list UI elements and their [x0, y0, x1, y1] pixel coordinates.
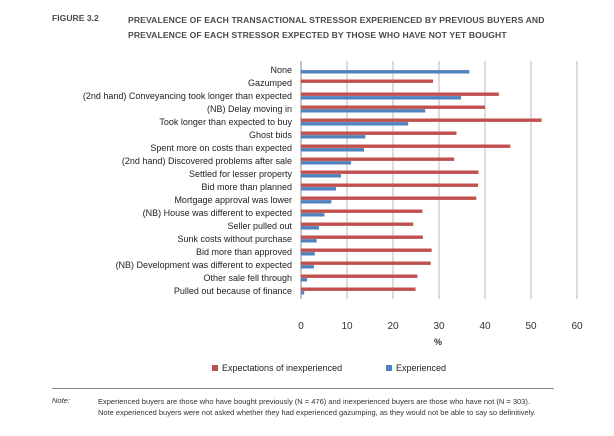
bar-inexperienced	[301, 287, 416, 291]
bar-experienced	[301, 174, 342, 178]
bar-inexperienced	[301, 92, 499, 96]
note-label: Note:	[52, 396, 70, 405]
category-label: Pulled out because of finance	[174, 286, 292, 296]
legend-swatch	[386, 365, 392, 371]
bar-experienced	[301, 109, 426, 113]
bar-inexperienced	[301, 235, 423, 239]
category-label: Other sale fell through	[203, 273, 292, 283]
bar-experienced	[301, 200, 332, 204]
bar-experienced	[301, 122, 409, 126]
bar-experienced	[301, 135, 366, 139]
bar-inexperienced	[301, 144, 511, 148]
x-tick-label: 60	[571, 321, 583, 332]
bar-inexperienced	[301, 261, 431, 265]
bar-chart: 0 10 20 30 40 50 60% None Gazumped (2nd hand) Con…	[83, 61, 583, 373]
x-tick-label: 30	[433, 321, 445, 332]
bar-inexperienced	[301, 170, 479, 174]
bar-experienced	[301, 278, 307, 282]
category-label: Ghost bids	[249, 130, 293, 140]
bar-experienced	[301, 213, 325, 217]
category-label: Spent more on costs than expected	[150, 143, 292, 153]
category-label: Seller pulled out	[227, 221, 292, 231]
category-label: (NB) House was different to expected	[143, 208, 292, 218]
x-axis-label: %	[434, 337, 442, 347]
bar-experienced	[301, 161, 352, 165]
x-tick-label: 50	[525, 321, 537, 332]
bar-inexperienced	[301, 274, 418, 278]
bar-experienced	[301, 148, 365, 152]
figure-label: FIGURE 3.2	[52, 13, 99, 23]
bar-inexperienced	[301, 157, 455, 161]
note-divider	[52, 388, 554, 389]
bar-experienced	[301, 291, 305, 295]
bar-experienced	[301, 226, 319, 230]
category-label: Sunk costs without purchase	[177, 234, 292, 244]
category-label: Bid more than planned	[201, 182, 292, 192]
bar-experienced	[301, 70, 470, 74]
category-label: Gazumped	[248, 78, 292, 88]
bar-inexperienced	[301, 79, 434, 83]
bar-inexperienced	[301, 222, 414, 226]
legend-swatch	[212, 365, 218, 371]
bar-inexperienced	[301, 183, 479, 187]
legend-label: Experienced	[396, 363, 446, 373]
bar-inexperienced	[301, 209, 423, 213]
category-label: (NB) Development was different to expect…	[116, 260, 292, 270]
legend-label: Expectations of inexperienced	[222, 363, 342, 373]
bar-experienced	[301, 187, 336, 191]
x-tick-label: 0	[298, 321, 304, 332]
category-label: Bid more than approved	[196, 247, 292, 257]
bar-inexperienced	[301, 196, 477, 200]
chart-title: PREVALENCE OF EACH TRANSACTIONAL STRESSO…	[128, 15, 545, 40]
bar-inexperienced	[301, 118, 542, 122]
x-tick-label: 10	[341, 321, 353, 332]
bar-inexperienced	[301, 131, 457, 135]
x-tick-label: 40	[479, 321, 491, 332]
bar-inexperienced	[301, 248, 432, 252]
bar-experienced	[301, 239, 317, 243]
note-text: Experienced buyers are those who have bo…	[98, 397, 536, 417]
category-label: (2nd hand) Conveyancing took longer than…	[83, 91, 292, 101]
x-tick-label: 20	[387, 321, 399, 332]
bar-experienced	[301, 252, 315, 256]
category-label: None	[270, 65, 292, 75]
bar-experienced	[301, 96, 462, 100]
category-label: Mortgage approval was lower	[174, 195, 292, 205]
bar-inexperienced	[301, 105, 485, 109]
category-label: (NB) Delay moving in	[207, 104, 292, 114]
category-label: Took longer than expected to buy	[159, 117, 292, 127]
category-label: (2nd hand) Discovered problems after sal…	[122, 156, 292, 166]
bar-experienced	[301, 265, 314, 269]
category-label: Settled for lesser property	[189, 169, 293, 179]
